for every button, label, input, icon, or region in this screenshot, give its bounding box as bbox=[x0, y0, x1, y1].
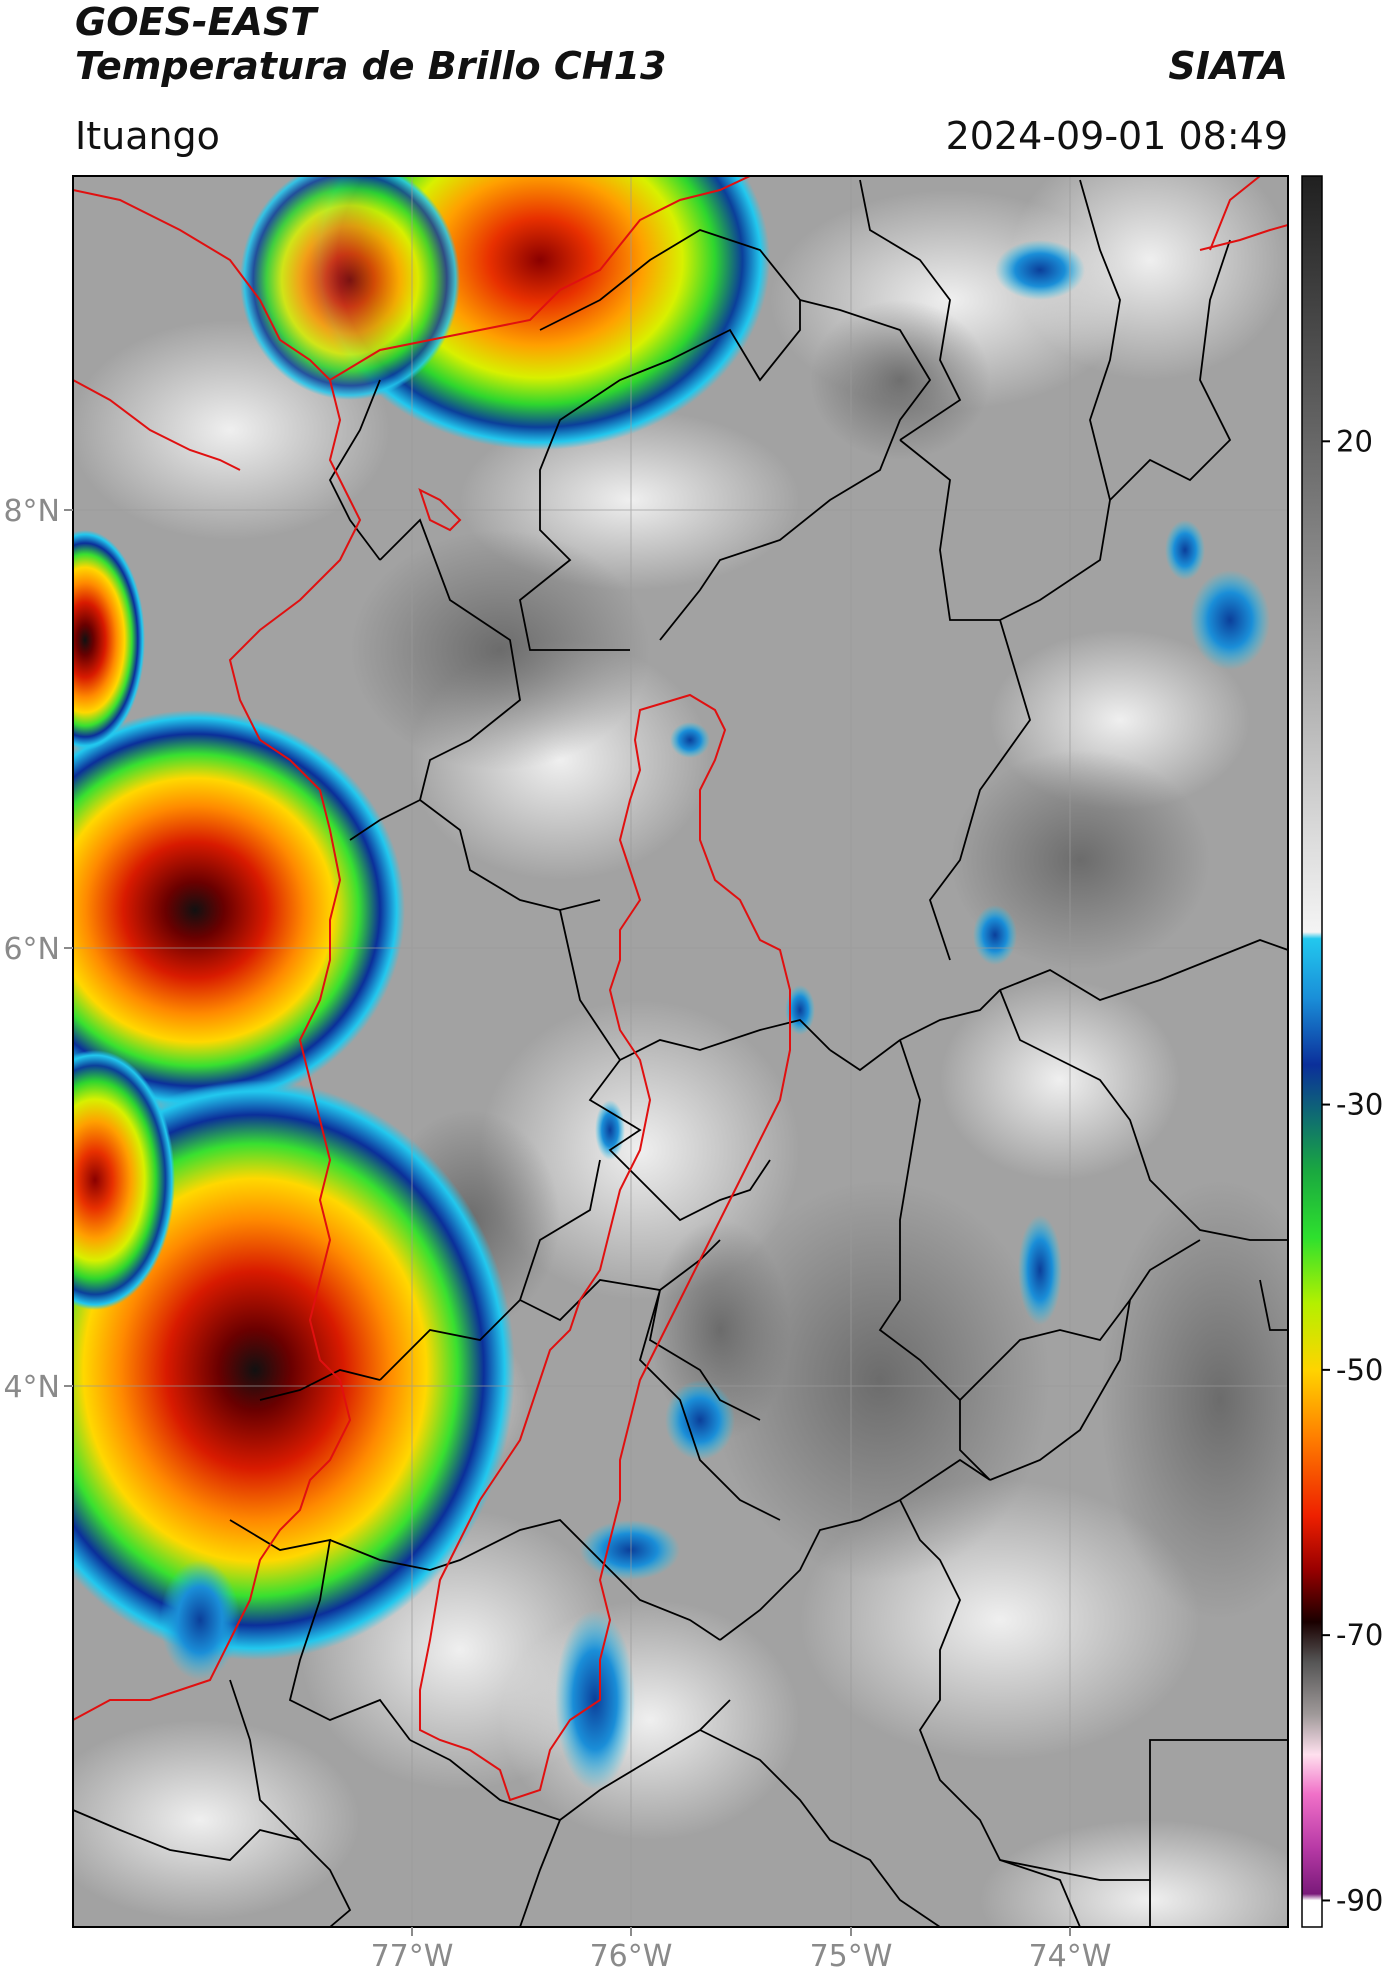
lat-axis: 8°N 6°N 4°N bbox=[3, 494, 73, 1405]
lat-tick-label-6N: 6°N bbox=[3, 932, 60, 967]
satellite-title: GOES-EAST bbox=[75, 0, 317, 44]
department-borders bbox=[73, 176, 1288, 1802]
graticule bbox=[73, 176, 1288, 1927]
colorbar-tick-label: 20 bbox=[1336, 424, 1373, 458]
colorbar-tick-label: -90 bbox=[1336, 1883, 1383, 1917]
lon-tick-label-74W: 74°W bbox=[1029, 1939, 1112, 1974]
lon-axis: 77°W 76°W 75°W 74°W bbox=[371, 1927, 1112, 1974]
lat-tick-label-4N: 4°N bbox=[3, 1370, 60, 1405]
colorbar-tick-label: -50 bbox=[1336, 1353, 1383, 1387]
colorbar-tick-label: -70 bbox=[1336, 1618, 1383, 1652]
satellite-image bbox=[73, 176, 1288, 1927]
colorbar-ticks: 20 -30 -50 -70 -90 bbox=[1322, 424, 1383, 1917]
brand-label: SIATA bbox=[1168, 44, 1288, 88]
colorbar: 20 -30 -50 -70 -90 bbox=[1301, 175, 1383, 1928]
municipal-borders bbox=[73, 179, 1288, 1927]
lon-tick-label-77W: 77°W bbox=[371, 1939, 454, 1974]
product-title: Temperatura de Brillo CH13 bbox=[75, 44, 667, 88]
map-frame bbox=[72, 175, 1289, 1928]
coast-line bbox=[73, 189, 362, 1721]
lon-tick-label-75W: 75°W bbox=[810, 1939, 893, 1974]
colorbar-gradient bbox=[1301, 175, 1323, 1928]
colorbar-tick-label: -30 bbox=[1336, 1088, 1383, 1122]
lon-tick-label-76W: 76°W bbox=[590, 1939, 673, 1974]
location-label: Ituango bbox=[75, 114, 220, 158]
datetime-label: 2024-09-01 08:49 bbox=[945, 114, 1288, 158]
ituango-department-outline bbox=[419, 693, 791, 1802]
lat-tick-label-8N: 8°N bbox=[3, 494, 60, 529]
